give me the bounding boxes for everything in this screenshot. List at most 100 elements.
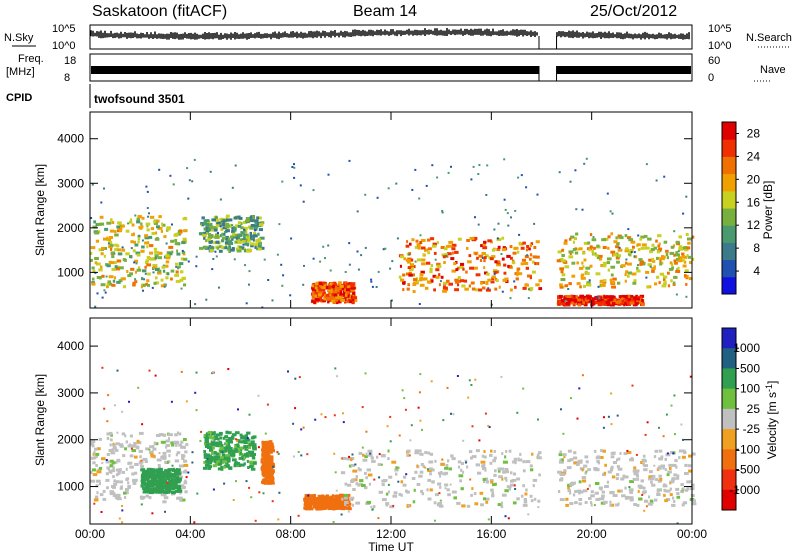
echo-cell [105, 460, 110, 464]
echo-cell [106, 221, 112, 225]
echo-cell [439, 280, 442, 283]
echo-cell [616, 458, 619, 462]
echo-cell [332, 290, 338, 294]
echo-cell [432, 244, 437, 248]
echo-cell [405, 473, 408, 476]
echo-cell [340, 284, 344, 288]
echo-cell [144, 234, 149, 238]
echo-cell [568, 299, 572, 303]
echo-cell [237, 408, 239, 411]
echo-cell [671, 477, 676, 481]
echo-cell [139, 226, 143, 230]
echo-cell [121, 509, 124, 512]
echo-cell [177, 477, 182, 481]
echo-cell [444, 466, 449, 470]
echo-cell [404, 408, 407, 411]
colorbar-tick-label: -100 [736, 442, 760, 456]
echo-cell [664, 468, 667, 472]
echo-cell [232, 499, 235, 501]
echo-cell [529, 276, 532, 280]
echo-cell [469, 478, 472, 481]
echo-cell [244, 264, 246, 267]
echo-cell [107, 467, 111, 471]
echo-cell [105, 275, 108, 278]
echo-cell [561, 254, 565, 257]
echo-cell [658, 242, 661, 246]
echo-cell [461, 504, 466, 508]
echo-cell [203, 460, 206, 464]
echo-cell [123, 491, 127, 495]
echo-cell [105, 472, 109, 476]
echo-cell [586, 281, 591, 285]
echo-cell [609, 500, 612, 504]
echo-cell [312, 189, 315, 192]
echo-cell [612, 277, 617, 281]
echo-cell [637, 234, 640, 237]
echo-cell [239, 246, 243, 250]
echo-cell [611, 503, 615, 507]
echo-cell [218, 249, 223, 253]
echo-cell [213, 435, 219, 439]
echo-cell [142, 490, 147, 494]
echo-cell [408, 454, 411, 457]
echo-cell [651, 269, 655, 273]
echo-cell [141, 477, 144, 481]
echo-cell [245, 480, 248, 483]
echo-cell [157, 464, 161, 467]
echo-cell [215, 240, 220, 244]
echo-cell [406, 490, 410, 494]
echo-cell [615, 256, 620, 260]
echo-cell [583, 162, 586, 165]
echo-cell [108, 449, 114, 452]
echo-cell [567, 449, 572, 453]
echo-cell [663, 175, 666, 178]
echo-cell [639, 260, 645, 264]
echo-cell [317, 291, 322, 295]
echo-cell [414, 451, 420, 455]
echo-cell [572, 456, 578, 460]
echo-cell [616, 465, 620, 469]
echo-cell [113, 261, 117, 265]
echo-cell [211, 218, 216, 222]
echo-cell [206, 226, 211, 230]
echo-cell [601, 238, 607, 242]
echo-cell [173, 470, 176, 474]
echo-cell [651, 257, 655, 261]
echo-cell [311, 288, 317, 292]
echo-cell [685, 233, 689, 236]
echo-cell [136, 268, 142, 272]
echo-cell [591, 238, 597, 242]
echo-cell [669, 493, 673, 497]
echo-cell [156, 458, 162, 462]
echo-cell [641, 298, 644, 302]
echo-cell [175, 279, 181, 283]
echo-cell [114, 243, 118, 247]
echo-cell [419, 373, 422, 376]
echo-cell [446, 386, 449, 389]
echo-cell [206, 458, 209, 460]
echo-cell [131, 449, 136, 453]
echo-cell [281, 284, 284, 287]
echo-cell [209, 249, 215, 252]
echo-cell [450, 454, 454, 458]
echo-cell [203, 453, 206, 457]
echo-cell [155, 231, 158, 235]
echo-cell [121, 521, 124, 524]
echo-cell [332, 504, 337, 508]
echo-cell [180, 370, 183, 373]
echo-cell [163, 235, 167, 239]
echo-cell [231, 449, 236, 453]
echo-cell [509, 288, 513, 292]
echo-cell [257, 446, 260, 449]
echo-cell [446, 488, 450, 492]
echo-cell [151, 471, 155, 475]
echo-cell [154, 479, 160, 483]
echo-cell [431, 279, 434, 283]
echo-cell [210, 446, 214, 450]
echo-cell [248, 283, 250, 286]
echo-cell [341, 287, 345, 291]
echo-cell [209, 459, 214, 463]
echo-cell [180, 445, 184, 449]
echo-cell [484, 271, 488, 275]
echo-cell [568, 255, 574, 259]
